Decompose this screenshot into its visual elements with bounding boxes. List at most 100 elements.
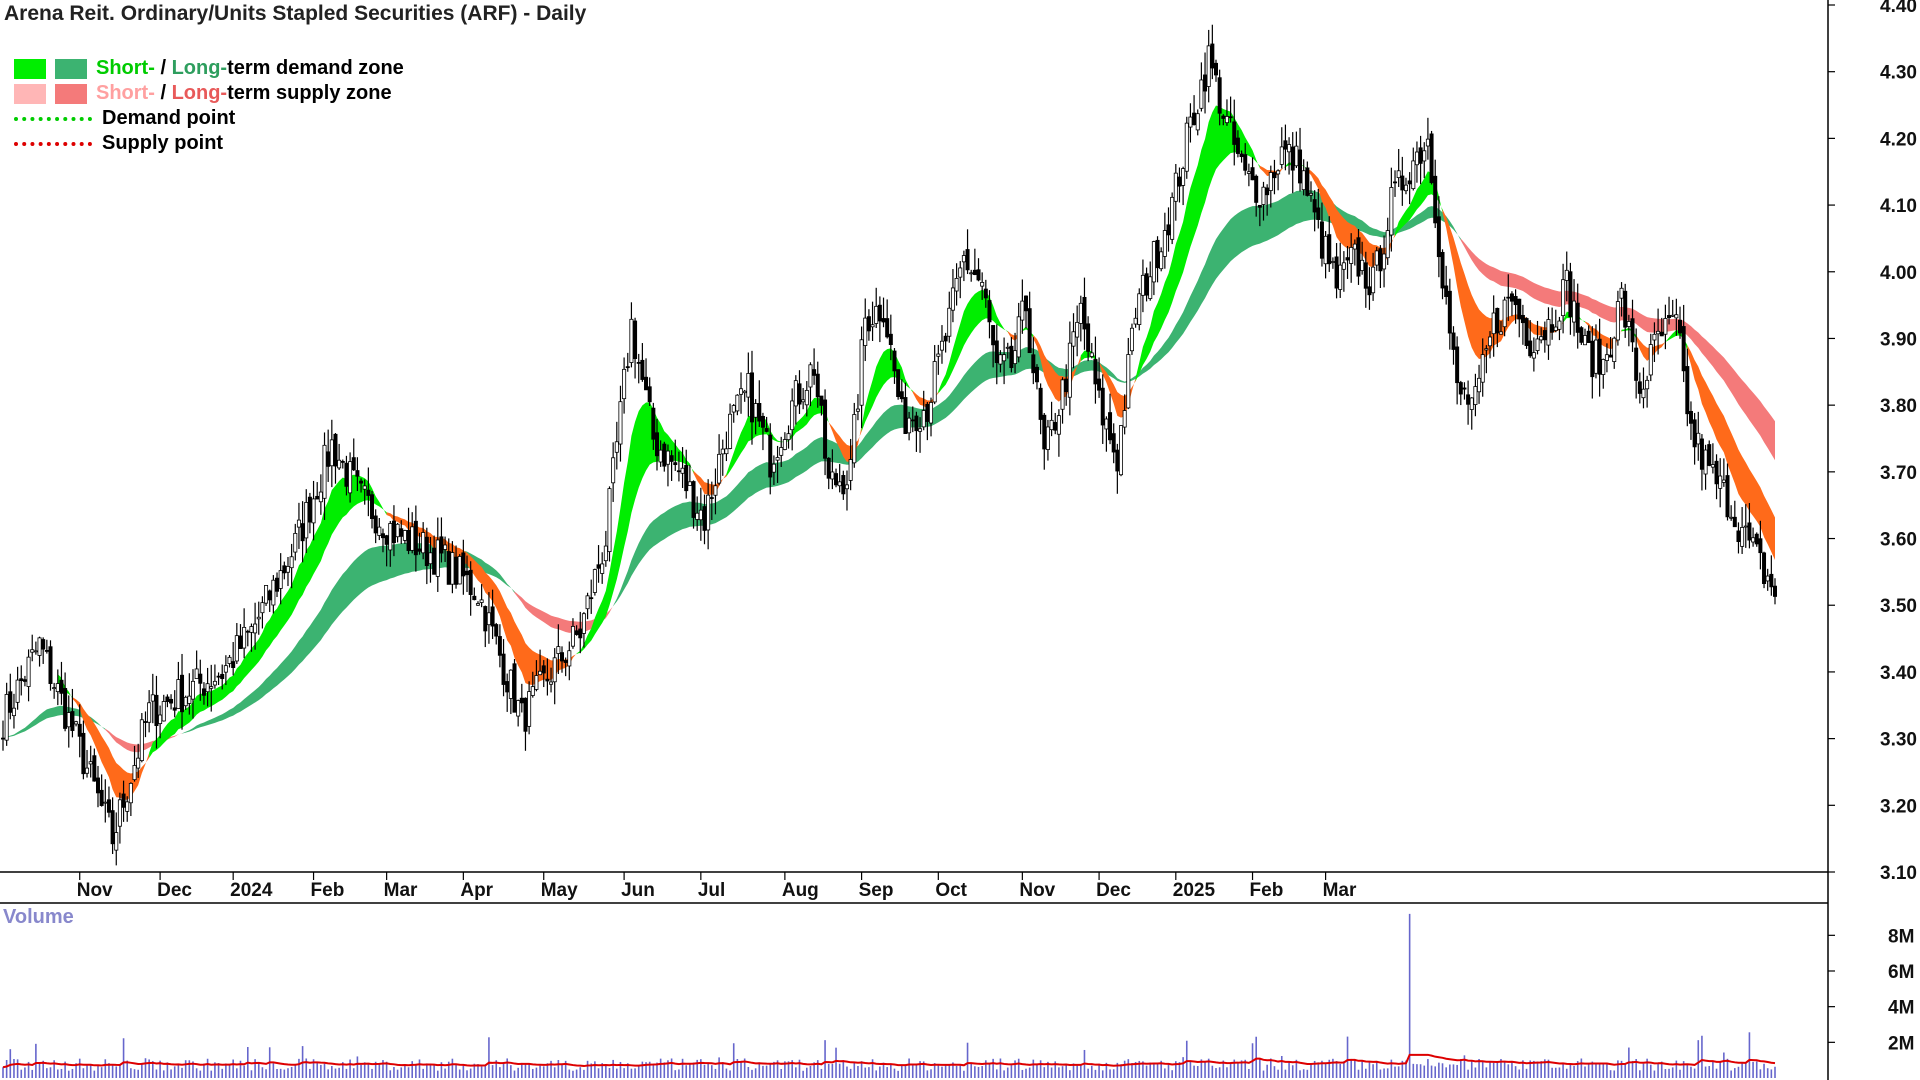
candle-body <box>486 612 491 626</box>
candle-body <box>1692 419 1697 448</box>
zone-bands <box>3 105 1775 800</box>
candle-body <box>11 707 16 717</box>
x-tick-label: Mar <box>1323 880 1357 901</box>
candle-body <box>1648 344 1653 376</box>
candle-body <box>33 650 38 653</box>
candle-body <box>231 661 236 668</box>
candle-body <box>749 372 754 423</box>
candle-body <box>1557 320 1562 330</box>
candle-body <box>1645 379 1650 390</box>
candle-body <box>1330 261 1335 263</box>
candle-body <box>1455 346 1460 384</box>
candle-body <box>570 626 575 647</box>
candle-body <box>1542 330 1547 341</box>
candle-body <box>1429 133 1434 184</box>
candle-body <box>1769 573 1774 588</box>
candle-body <box>41 639 46 650</box>
candle-body <box>720 448 725 455</box>
legend-long-label: Long- <box>171 57 228 79</box>
candle-body <box>563 660 568 663</box>
candle-body <box>837 481 842 487</box>
candle-body <box>728 413 733 449</box>
candle-body <box>318 491 323 503</box>
candle-body <box>289 556 294 569</box>
candle-body <box>724 448 729 455</box>
candle-body <box>1352 243 1357 250</box>
legend-demand-point: Demand point <box>14 106 404 131</box>
candle-body <box>1491 312 1496 335</box>
candle-body <box>1261 186 1266 205</box>
candle-body <box>66 712 71 728</box>
candle-body <box>74 721 79 725</box>
candle-body <box>52 687 57 690</box>
candle-body <box>797 383 802 405</box>
candle-body <box>673 462 678 466</box>
candle-body <box>384 535 389 545</box>
candle-body <box>238 635 243 650</box>
candle-body <box>954 278 959 292</box>
candle-body <box>1009 345 1014 369</box>
volume-tick-label: 6M <box>1888 962 1914 983</box>
candle-body <box>307 496 312 523</box>
candle-body <box>1038 387 1043 420</box>
candle-body <box>432 547 437 575</box>
candle-body <box>552 657 557 683</box>
candle-body <box>804 389 809 406</box>
candle-body <box>753 403 758 418</box>
candle-body <box>1071 331 1076 347</box>
candle-body <box>1097 378 1102 391</box>
candle-body <box>1477 377 1482 393</box>
x-tick-label: Jun <box>621 880 655 901</box>
candle-body <box>1564 269 1569 281</box>
candle-body <box>1016 316 1021 358</box>
candle-body <box>446 551 451 585</box>
legend: Short- / Long- term demand zone Short- /… <box>14 56 404 156</box>
candle-body <box>110 810 115 845</box>
candle-body <box>121 793 126 808</box>
candle-body <box>1181 168 1186 186</box>
candle-body <box>943 335 948 342</box>
candle-body <box>169 698 174 704</box>
candle-body <box>1436 216 1441 258</box>
x-tick-label: 2024 <box>230 880 273 901</box>
candle-body <box>1688 410 1693 424</box>
short-demand-swatch <box>14 58 46 79</box>
candle-body <box>1707 444 1712 466</box>
candle-body <box>212 680 217 686</box>
short-term-zone-band <box>72 697 150 800</box>
candle-body <box>567 650 572 667</box>
candle-body <box>983 288 988 299</box>
legend-sep: / <box>154 57 172 79</box>
candle-body <box>267 590 272 601</box>
candle-body <box>709 497 714 499</box>
long-term-zone-band <box>1460 238 1775 461</box>
candle-body <box>1586 330 1591 343</box>
candle-body <box>176 679 181 709</box>
candle-body <box>183 696 188 707</box>
candle-body <box>1572 300 1577 323</box>
candle-body <box>830 471 835 480</box>
candle-body <box>161 701 166 722</box>
candle-body <box>1075 321 1080 338</box>
candle-body <box>1246 171 1251 174</box>
candle-body <box>454 556 459 585</box>
short-term-zone-band <box>693 470 727 495</box>
candle-body <box>892 350 897 372</box>
candle-body <box>640 359 645 380</box>
candle-body <box>216 675 221 678</box>
candle-body <box>994 340 999 364</box>
x-tick-label: Dec <box>1096 880 1131 901</box>
candle-body <box>37 637 42 656</box>
candle-body <box>344 462 349 487</box>
candle-body <box>1714 460 1719 485</box>
candle-body <box>888 333 893 346</box>
candle-body <box>1743 525 1748 528</box>
price-tick-label: 4.10 <box>1880 196 1917 217</box>
candle-body <box>315 495 320 500</box>
candle-body <box>585 595 590 610</box>
candle-body <box>1736 530 1741 543</box>
candle-body <box>618 401 623 445</box>
short-term-zone-band <box>1687 345 1775 561</box>
candle-body <box>717 453 722 484</box>
candle-body <box>921 410 926 428</box>
